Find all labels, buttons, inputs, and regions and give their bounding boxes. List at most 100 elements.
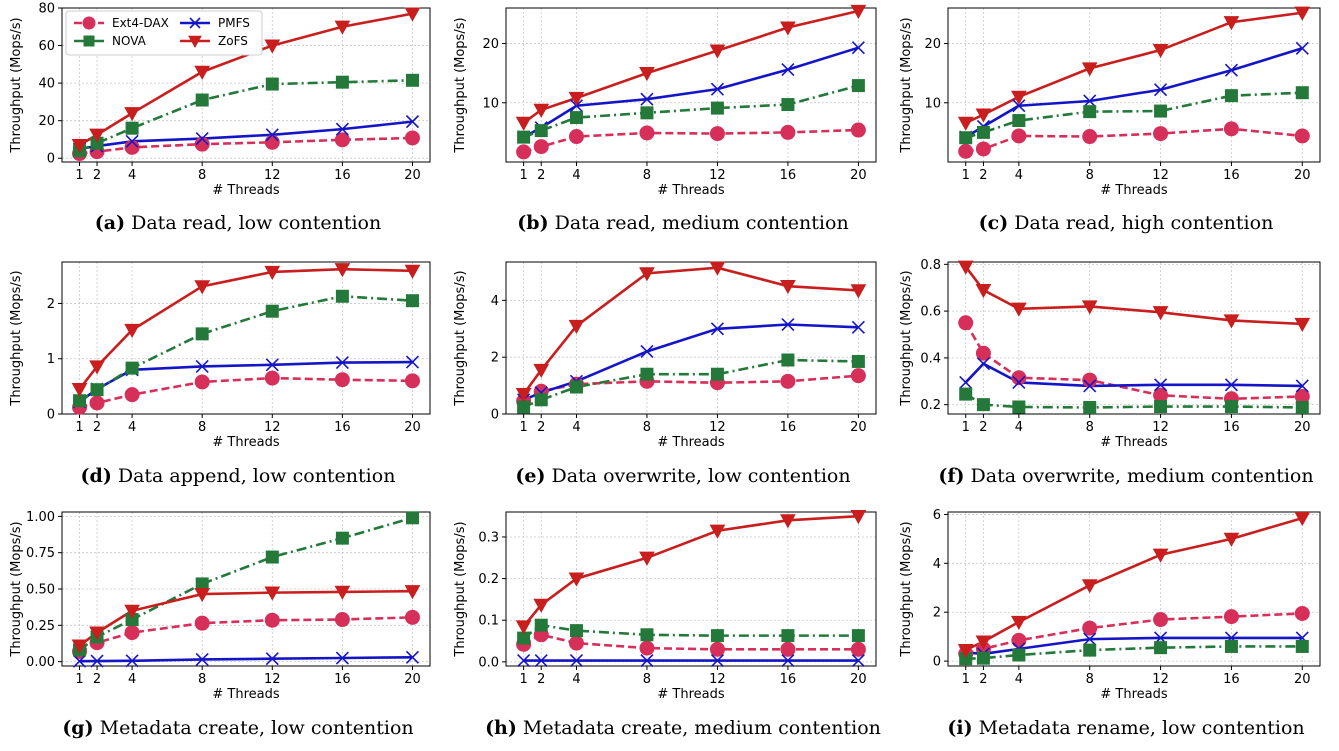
data-point-ext4-dax — [709, 126, 725, 142]
y-tick-label: 0.25 — [26, 619, 55, 634]
subplot-g: 1 2 4 8 12 16 20 0.00 0.25 0.50 0.75 1.00 # Threads T… — [9, 510, 431, 739]
subplot-h: 1 2 4 8 12 16 20 0.0 0.1 0.2 0.3 # Threads Throughpu… — [453, 510, 881, 739]
x-axis-label: # Threads — [212, 435, 279, 450]
marker-stroke — [1083, 632, 1097, 646]
caption-text: Data read, medium contention — [549, 212, 849, 234]
x-tick-label: 4 — [1015, 672, 1023, 687]
data-point-pmfs — [1154, 378, 1168, 392]
x-tick-label: 8 — [643, 672, 651, 687]
data-point-pmfs — [959, 375, 973, 389]
y-tick-label: 0 — [491, 408, 499, 423]
data-point-nova — [640, 367, 654, 381]
data-point-pmfs — [1224, 63, 1238, 77]
series-layer — [515, 510, 867, 668]
y-tick-label: 80 — [38, 2, 55, 17]
data-point-nova — [335, 289, 349, 303]
data-point-ext4-dax — [850, 368, 866, 384]
data-point-ext4-dax — [1294, 128, 1310, 144]
data-point-zofs — [515, 620, 532, 635]
plot-frame — [61, 7, 431, 163]
y-tick-label: 2 — [47, 297, 55, 312]
data-point-nova — [976, 125, 990, 139]
data-point-pmfs — [335, 356, 349, 370]
data-point-zofs — [124, 323, 140, 339]
data-point-nova — [534, 124, 548, 138]
marker-stroke — [125, 654, 139, 668]
x-axis-label: # Threads — [657, 183, 724, 198]
data-point-pmfs — [125, 654, 139, 668]
legend-label-pmfs: PMFS — [218, 16, 250, 30]
x-tick-label: 20 — [850, 672, 867, 687]
y-tick-label: 0.6 — [920, 305, 941, 320]
data-point-pmfs — [851, 654, 865, 668]
subplot-caption: (h) Metadata create, medium contention — [485, 717, 881, 739]
x-tick-label: 20 — [1294, 672, 1311, 687]
data-point-pmfs — [1224, 378, 1238, 392]
data-point-zofs — [194, 587, 211, 603]
data-point-ext4-dax — [1082, 620, 1098, 636]
y-axis-label: Throughput (Mops/s) — [899, 521, 914, 657]
marker-stroke — [851, 320, 865, 334]
plot-frame — [947, 261, 1321, 415]
data-point-zofs — [533, 363, 550, 378]
data-point-pmfs — [1083, 94, 1097, 108]
data-point-ext4-dax — [334, 372, 350, 388]
data-point-ext4-dax — [533, 139, 549, 155]
data-point-zofs — [1011, 615, 1027, 631]
x-tick-label: 1 — [962, 672, 970, 687]
y-tick-label: 0.00 — [26, 655, 55, 670]
data-point-ext4-dax — [194, 374, 210, 390]
data-point-zofs — [264, 586, 281, 601]
data-point-ext4-dax — [404, 130, 420, 146]
data-point-nova — [640, 106, 654, 120]
data-point-nova — [335, 75, 349, 89]
data-point-zofs — [709, 524, 726, 539]
caption-text: Metadata create, medium contention — [517, 717, 881, 739]
data-point-nova — [265, 550, 279, 564]
caption-text: Data overwrite, low contention — [545, 465, 850, 487]
data-point-nova — [710, 367, 724, 381]
x-tick-label: 8 — [198, 168, 206, 183]
series-layer — [957, 260, 1311, 414]
x-tick-label: 20 — [404, 168, 421, 183]
data-point-nova — [1295, 400, 1309, 414]
y-tick-label: 40 — [38, 77, 55, 92]
data-point-zofs — [264, 265, 281, 280]
y-tick-label: 0 — [933, 655, 941, 670]
data-point-pmfs — [90, 654, 104, 668]
data-point-ext4-dax — [1153, 612, 1169, 628]
series-line-zofs — [964, 265, 1303, 326]
data-point-zofs — [515, 388, 532, 403]
x-tick-label: 1 — [519, 420, 527, 435]
series-layer — [71, 511, 421, 668]
x-tick-label: 2 — [93, 168, 101, 183]
data-point-zofs — [568, 319, 585, 334]
data-point-pmfs — [1012, 99, 1026, 113]
y-tick-label: 0.2 — [478, 572, 499, 587]
legend-marker-zofs — [188, 35, 202, 49]
subplot-a: 1 2 4 8 12 16 20 0 20 40 60 80 # Threads Throughput (… — [9, 2, 431, 234]
data-point-zofs — [639, 551, 655, 566]
data-point-nova — [851, 354, 865, 368]
y-axis-label: Throughput (Mops/s) — [899, 17, 914, 153]
data-point-zofs — [975, 283, 992, 299]
subplot-b: 1 2 4 8 12 16 20 10 20 # Threads Throughput (Mops/… — [453, 4, 877, 234]
x-tick-label: 2 — [93, 420, 101, 435]
marker-stroke — [335, 356, 349, 370]
marker-stroke — [265, 128, 279, 142]
y-tick-label: 0.50 — [26, 583, 55, 598]
marker-stroke — [335, 122, 349, 136]
data-point-pmfs — [405, 115, 420, 129]
x-tick-label: 12 — [709, 672, 726, 687]
y-tick-label: 0 — [47, 152, 55, 167]
caption-text: Data append, low contention — [112, 465, 396, 487]
caption-tag: (b) — [517, 212, 548, 234]
marker-stroke — [781, 317, 795, 332]
data-point-ext4-dax — [1153, 126, 1169, 142]
data-point-nova — [405, 294, 419, 308]
x-tick-label: 2 — [537, 420, 545, 435]
x-tick-label: 16 — [1223, 672, 1240, 687]
data-point-pmfs — [781, 317, 795, 332]
data-point-zofs — [850, 4, 867, 19]
data-point-zofs — [957, 644, 974, 659]
